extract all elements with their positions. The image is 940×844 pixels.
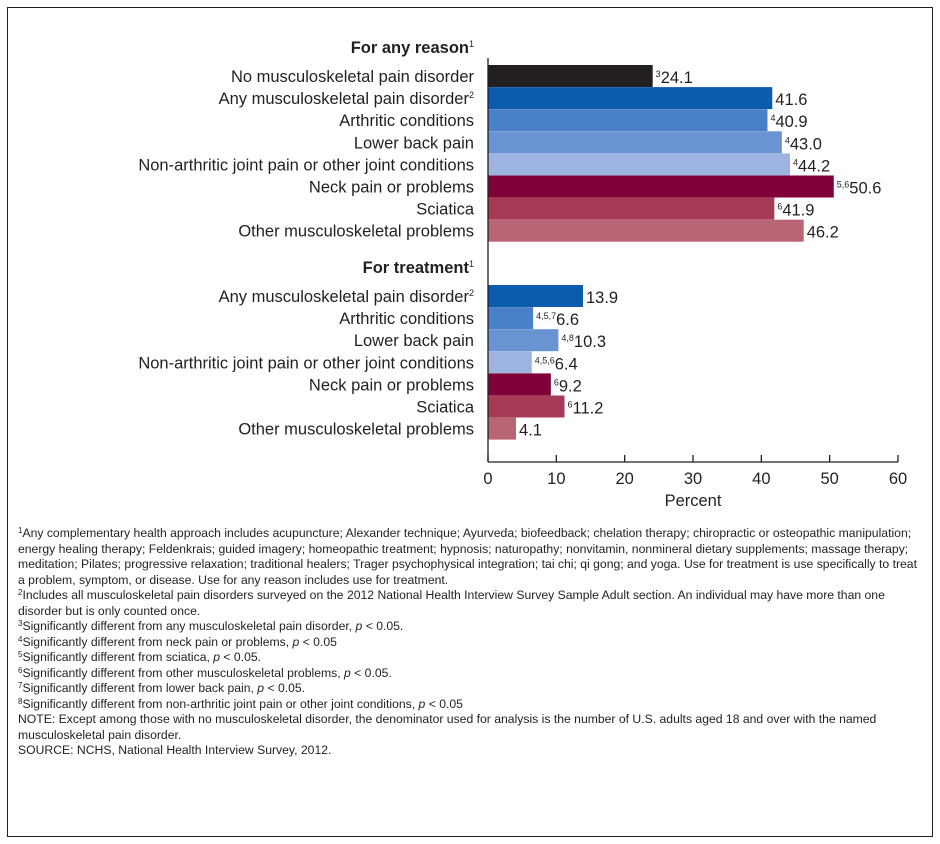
footnote: 3Significantly different from any muscul… xyxy=(18,619,404,633)
value-label: 641.9 xyxy=(777,202,814,220)
bar xyxy=(488,65,653,87)
category-label: Arthritic conditions xyxy=(339,112,474,130)
bar xyxy=(488,395,565,418)
value-label: 443.0 xyxy=(785,135,822,153)
category-label: Other musculoskeletal problems xyxy=(238,421,474,439)
category-label: Lower back pain xyxy=(354,332,474,350)
bar xyxy=(488,307,534,330)
value-label: 4,810.3 xyxy=(561,333,606,351)
category-label: Any musculoskeletal pain disorder2 xyxy=(219,90,474,108)
group-title: For treatment1 xyxy=(363,259,474,277)
bar xyxy=(488,219,804,242)
bar xyxy=(488,197,775,220)
category-label: Lower back pain xyxy=(354,134,474,152)
value-label: 324.1 xyxy=(656,69,693,87)
bar xyxy=(488,87,773,110)
bar xyxy=(488,131,782,154)
bar-chart: For any reason1 No musculoskeletal pain d… xyxy=(138,39,907,510)
value-label: 4.1 xyxy=(519,422,542,440)
x-tick-label: 10 xyxy=(547,470,565,488)
category-label: Sciatica xyxy=(416,201,475,219)
value-label: 5,650.6 xyxy=(837,180,882,198)
bar xyxy=(488,153,791,176)
bar xyxy=(488,175,834,198)
value-label: 4,5,66.4 xyxy=(535,355,578,373)
value-label: 440.9 xyxy=(770,113,807,131)
footnote: 7Significantly different from lower back… xyxy=(18,681,306,695)
bar xyxy=(488,351,532,374)
category-label: Neck pain or problems xyxy=(309,179,474,197)
footnote: 6Significantly different from other musc… xyxy=(18,665,392,680)
bar xyxy=(488,285,583,307)
value-label: 611.2 xyxy=(568,400,604,418)
x-axis-title: Percent xyxy=(665,492,722,510)
footnote: 2Includes all musculoskeletal pain disor… xyxy=(18,588,885,618)
category-label: Non-arthritic joint pain or other joint … xyxy=(138,156,474,174)
source-text: SOURCE: NCHS, National Health Interview … xyxy=(18,743,332,757)
footnote: 8Significantly different from non-arthri… xyxy=(18,696,463,711)
value-label: 46.2 xyxy=(807,224,839,242)
category-label: Any musculoskeletal pain disorder2 xyxy=(219,288,474,306)
footnote: 1Any complementary health approach inclu… xyxy=(18,526,917,587)
footnotes: 1Any complementary health approach inclu… xyxy=(18,526,918,759)
x-tick-label: 30 xyxy=(684,470,702,488)
bar xyxy=(488,109,768,132)
x-tick-label: 0 xyxy=(483,470,492,488)
footnote: 5Significantly different from sciatica, … xyxy=(18,650,262,664)
x-tick-label: 40 xyxy=(752,470,770,488)
bar xyxy=(488,329,559,352)
bar xyxy=(488,417,517,440)
category-label: Neck pain or problems xyxy=(309,376,474,394)
category-label: Arthritic conditions xyxy=(339,310,474,328)
category-label: No musculoskeletal pain disorder xyxy=(231,68,475,86)
value-label: 69.2 xyxy=(554,377,582,395)
bar xyxy=(488,373,551,396)
value-label: 41.6 xyxy=(775,91,807,109)
x-tick-label: 50 xyxy=(820,470,838,488)
category-label: Non-arthritic joint pain or other joint … xyxy=(138,354,474,372)
category-label: Sciatica xyxy=(416,399,475,417)
value-label: 4,5,76.6 xyxy=(536,311,579,329)
value-label: 444.2 xyxy=(793,157,830,175)
x-tick-label: 60 xyxy=(889,470,907,488)
figure-frame xyxy=(7,7,933,837)
footnote-list: 1Any complementary health approach inclu… xyxy=(18,526,918,712)
note-text: NOTE: Except among those with no musculo… xyxy=(18,712,877,742)
x-tick-label: 20 xyxy=(615,470,633,488)
footnote: 4Significantly different from neck pain … xyxy=(18,634,337,649)
value-label: 13.9 xyxy=(586,289,618,307)
group-title: For any reason1 xyxy=(351,39,474,57)
category-label: Other musculoskeletal problems xyxy=(238,223,474,241)
